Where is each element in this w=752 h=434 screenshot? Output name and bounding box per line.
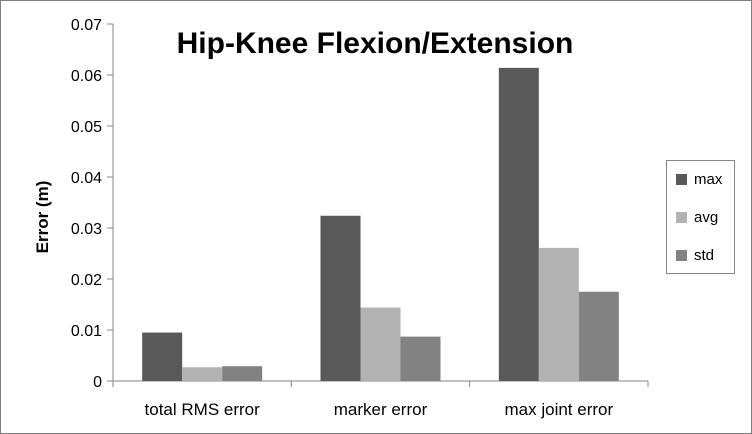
x-category-label: total RMS error [145,400,261,419]
y-tick-label: 0.01 [71,323,102,340]
bar-std-3 [578,291,619,381]
y-tick-label: 0.06 [71,68,102,85]
bars [142,67,619,382]
y-axis-label: Error (m) [33,181,52,254]
y-tick-label: 0.07 [71,17,102,34]
y-tick-label: 0.02 [71,272,102,289]
legend: max avg std [666,160,735,274]
bar-std-2 [400,336,441,381]
y-tick-label: 0 [93,374,102,391]
bar-avg-3 [538,247,579,381]
y-tick-label: 0.05 [71,119,102,136]
x-category-label: max joint error [505,400,614,419]
bar-max-1 [142,332,183,381]
bar-avg-1 [182,367,223,381]
y-axis: 0 0.01 0.02 0.03 0.04 0.05 0.06 0.07 [71,17,114,391]
legend-label-avg: avg [694,209,718,226]
legend-label-std: std [694,247,714,264]
y-tick-label: 0.03 [71,221,102,238]
legend-label-max: max [694,171,723,188]
bar-max-3 [498,67,539,382]
chart-title: Hip-Knee Flexion/Extension [177,27,574,60]
bar-max-2 [320,215,361,381]
legend-swatch-avg [676,212,687,223]
legend-swatch-max [676,174,687,185]
y-tick-label: 0.04 [71,170,102,187]
bar-avg-2 [360,307,401,381]
x-category-label: marker error [334,400,428,419]
legend-swatch-std [676,250,687,261]
bar-std-1 [222,366,263,381]
